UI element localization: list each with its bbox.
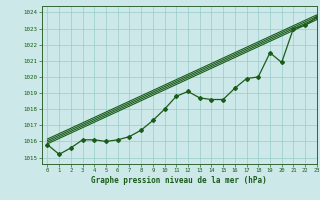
X-axis label: Graphe pression niveau de la mer (hPa): Graphe pression niveau de la mer (hPa) [91, 176, 267, 185]
